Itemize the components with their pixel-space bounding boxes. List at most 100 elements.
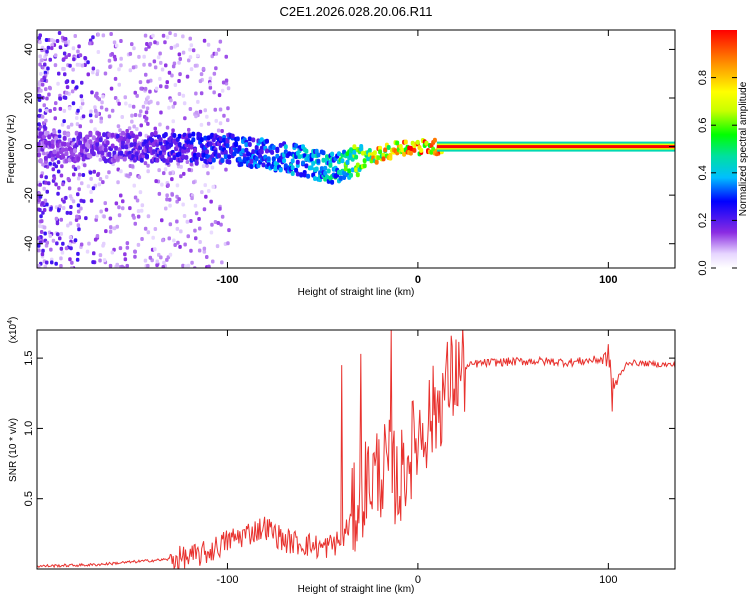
heatmap-cell bbox=[193, 147, 197, 153]
heatmap-cell bbox=[66, 125, 71, 130]
heatmap-cell bbox=[177, 142, 182, 147]
colorbar-tick-label: 0.6 bbox=[697, 118, 709, 133]
heatmap-cell bbox=[167, 105, 171, 110]
heatmap-cell bbox=[104, 207, 109, 212]
heatmap-cell bbox=[171, 104, 175, 109]
heatmap-cell bbox=[160, 182, 164, 187]
heatmap-cell bbox=[39, 71, 43, 76]
y-tick-label: 1.0 bbox=[23, 421, 35, 436]
heatmap-cell bbox=[158, 76, 162, 81]
heatmap-cell bbox=[108, 216, 113, 221]
heatmap-cell bbox=[54, 101, 58, 106]
heatmap-cell bbox=[40, 201, 45, 206]
heatmap-cell bbox=[68, 257, 72, 262]
heatmap-cell bbox=[46, 45, 51, 50]
heatmap-cell bbox=[175, 226, 180, 231]
heatmap-cell bbox=[136, 214, 141, 219]
heatmap-cell bbox=[115, 133, 120, 139]
heatmap-cell bbox=[108, 263, 113, 268]
heatmap-cell bbox=[80, 181, 84, 186]
heatmap-cell bbox=[58, 45, 63, 50]
heatmap-cell bbox=[96, 32, 100, 37]
heatmap-cell bbox=[278, 142, 283, 148]
heatmap-cell bbox=[158, 122, 162, 127]
heatmap-cell bbox=[187, 58, 191, 63]
heatmap-cell bbox=[168, 203, 172, 208]
heatmap-cell bbox=[216, 128, 221, 133]
heatmap-cell bbox=[188, 36, 192, 41]
heatmap-cell bbox=[290, 165, 295, 171]
colorbar-tick-label: 0.4 bbox=[697, 165, 709, 180]
heatmap-cell bbox=[38, 131, 43, 137]
heatmap-cell bbox=[96, 50, 101, 54]
heatmap-cell bbox=[431, 146, 436, 152]
heatmap-cell bbox=[76, 203, 81, 208]
heatmap-cell bbox=[88, 139, 93, 145]
heatmap-cell bbox=[227, 159, 232, 165]
heatmap-cell bbox=[153, 40, 157, 45]
heatmap-cell bbox=[58, 204, 62, 209]
heatmap-cell bbox=[80, 80, 84, 85]
heatmap-cell bbox=[75, 122, 80, 127]
heatmap-cell bbox=[175, 43, 180, 48]
heatmap-cell bbox=[37, 141, 41, 147]
heatmap-cell bbox=[137, 54, 141, 59]
heatmap-cell bbox=[151, 149, 156, 155]
heatmap-cell bbox=[170, 192, 174, 197]
snr-frame bbox=[36, 329, 676, 570]
heatmap-cell bbox=[350, 167, 355, 173]
heatmap-cell bbox=[205, 163, 209, 168]
heatmap-cell bbox=[112, 226, 117, 231]
heatmap-cell bbox=[47, 85, 52, 90]
heatmap-cell bbox=[311, 153, 316, 159]
heatmap-cell bbox=[45, 240, 49, 245]
heatmap-cell bbox=[99, 119, 103, 124]
heatmap-cell bbox=[78, 140, 83, 146]
heatmap-cell bbox=[59, 217, 63, 222]
snr-panel: -100 0 100 0.5 1.0 1.5 Height of straight lin… bbox=[7, 317, 676, 595]
heatmap-cell bbox=[94, 214, 99, 219]
heatmap-cell bbox=[51, 238, 56, 243]
heatmap-cell bbox=[342, 170, 347, 176]
heatmap-cell bbox=[124, 144, 129, 150]
heatmap-cell bbox=[181, 202, 185, 207]
heatmap-cell bbox=[134, 134, 139, 140]
heatmap-cell bbox=[110, 108, 115, 113]
heatmap-cell bbox=[47, 134, 52, 140]
heatmap-cell bbox=[71, 67, 75, 72]
heatmap-cell bbox=[54, 216, 59, 221]
heatmap-cell bbox=[349, 172, 353, 178]
heatmap-cell bbox=[59, 264, 63, 268]
heatmap-cell bbox=[46, 66, 50, 71]
heatmap-cell bbox=[354, 167, 359, 173]
heatmap-cell bbox=[72, 57, 76, 62]
heatmap-cell bbox=[330, 179, 335, 185]
heatmap-cell bbox=[304, 163, 309, 169]
heatmap-cell bbox=[206, 42, 211, 47]
heatmap-cell bbox=[138, 113, 142, 118]
heatmap-cell bbox=[271, 156, 276, 162]
heatmap-cell bbox=[80, 63, 85, 68]
heatmap-cell bbox=[41, 162, 45, 167]
heatmap-cell bbox=[186, 139, 191, 145]
heatmap-cell bbox=[218, 107, 223, 112]
heatmap-cell bbox=[361, 150, 365, 156]
heatmap-cell bbox=[251, 149, 256, 155]
heatmap-cell bbox=[67, 53, 71, 57]
heatmap-cell bbox=[220, 260, 224, 265]
heatmap-cell bbox=[148, 62, 152, 67]
heatmap-cell bbox=[103, 71, 108, 76]
heatmap-cell bbox=[130, 42, 134, 47]
heatmap-cell bbox=[62, 135, 67, 141]
heatmap-cell bbox=[52, 176, 57, 181]
heatmap-cell bbox=[55, 146, 60, 152]
heatmap-cell bbox=[60, 122, 65, 127]
heatmap-cell bbox=[45, 260, 49, 265]
heatmap-cell bbox=[402, 151, 407, 157]
heatmap-cell bbox=[117, 213, 122, 218]
heatmap-cell bbox=[146, 79, 150, 84]
heatmap-cell bbox=[109, 32, 113, 36]
heatmap-cell bbox=[60, 164, 64, 169]
heatmap-cell bbox=[56, 81, 60, 86]
heatmap-cell bbox=[148, 41, 153, 46]
